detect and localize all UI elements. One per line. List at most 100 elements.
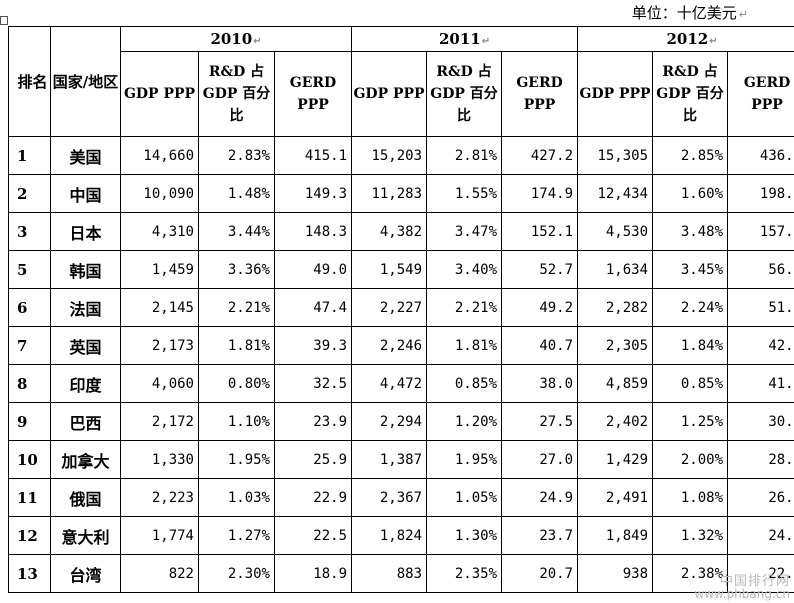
- value-cell: 26.9: [727, 478, 794, 517]
- value-cell: 51.1: [727, 288, 794, 327]
- value-cell: 2,145: [120, 288, 199, 327]
- value-cell: 22.5: [273, 516, 353, 555]
- gdp-ppp-header: GDP PPP: [577, 51, 654, 137]
- country-cell: 美国: [50, 136, 121, 175]
- value-cell: 427.2: [501, 136, 579, 175]
- value-cell: 2.81%: [426, 136, 503, 175]
- value-cell: 883: [351, 554, 428, 593]
- table-row: 5 韩国 1,459 3.36% 49.0 1,549 3.40% 52.7 1,634 3.45…: [8, 250, 794, 289]
- country-cell: 韩国: [50, 250, 121, 289]
- value-cell: 1,429: [577, 440, 654, 479]
- value-cell: 42.4: [727, 326, 794, 365]
- table-anchor-icon: [0, 16, 8, 25]
- value-cell: 1,849: [577, 516, 654, 555]
- value-cell: 2,367: [351, 478, 428, 517]
- value-cell: 49.0: [273, 250, 353, 289]
- rank-cell: 8: [8, 364, 51, 403]
- value-cell: 22.9: [273, 478, 353, 517]
- value-cell: 1,634: [577, 250, 654, 289]
- table-row: 10 加拿大 1,330 1.95% 25.9 1,387 1.95% 27.0 1,429 2.…: [8, 440, 794, 479]
- value-cell: 1.32%: [652, 516, 729, 555]
- gerd-ppp-header: GERD PPP: [501, 51, 579, 137]
- country-cell: 台湾: [50, 554, 121, 593]
- year-2011-header: 2011↵: [351, 26, 579, 52]
- value-cell: 28.6: [727, 440, 794, 479]
- table-row: 1 美国 14,660 2.83% 415.1 15,203 2.81% 427.2 15,30…: [8, 136, 794, 175]
- country-cell: 中国: [50, 174, 121, 213]
- unit-label: 单位：十亿美元 ↵: [631, 4, 748, 22]
- value-cell: 39.3: [273, 326, 353, 365]
- watermark: 中国排行网 www.phbang.cn: [694, 574, 790, 601]
- value-cell: 1.84%: [652, 326, 729, 365]
- value-cell: 1.10%: [198, 402, 275, 441]
- value-cell: 22.3: [727, 554, 794, 593]
- value-cell: 2,246: [351, 326, 428, 365]
- rank-cell: 9: [8, 402, 51, 441]
- table-body: 1 美国 14,660 2.83% 415.1 15,203 2.81% 427.2 15,30…: [8, 136, 794, 593]
- rank-cell: 10: [8, 440, 51, 479]
- value-cell: 23.7: [501, 516, 579, 555]
- rank-cell: 3: [8, 212, 51, 251]
- value-cell: 15,203: [351, 136, 428, 175]
- value-cell: 1.30%: [426, 516, 503, 555]
- value-cell: 32.5: [273, 364, 353, 403]
- value-cell: 24.9: [501, 478, 579, 517]
- value-cell: 4,859: [577, 364, 654, 403]
- value-cell: 1.20%: [426, 402, 503, 441]
- value-cell: 23.9: [273, 402, 353, 441]
- value-cell: 4,472: [351, 364, 428, 403]
- value-cell: 30.0: [727, 402, 794, 441]
- gdp-ppp-header: GDP PPP: [351, 51, 428, 137]
- value-cell: 198.9: [727, 174, 794, 213]
- value-cell: 1.81%: [426, 326, 503, 365]
- value-cell: 12,434: [577, 174, 654, 213]
- value-cell: 47.4: [273, 288, 353, 327]
- value-cell: 1,549: [351, 250, 428, 289]
- value-cell: 1,774: [120, 516, 199, 555]
- rd-share-header: R&D 占 GDP 百分比: [426, 51, 503, 137]
- country-cell: 法国: [50, 288, 121, 327]
- value-cell: 27.0: [501, 440, 579, 479]
- value-cell: 10,090: [120, 174, 199, 213]
- value-cell: 3.45%: [652, 250, 729, 289]
- table-row: 7 英国 2,173 1.81% 39.3 2,246 1.81% 40.7 2,305 1.84…: [8, 326, 794, 365]
- value-cell: 3.36%: [198, 250, 275, 289]
- value-cell: 152.1: [501, 212, 579, 251]
- year-2012-header: 2012↵: [577, 26, 794, 52]
- rd-share-header: R&D 占 GDP 百分比: [198, 51, 275, 137]
- value-cell: 2.38%: [652, 554, 729, 593]
- value-cell: 149.3: [273, 174, 353, 213]
- gdp-ppp-header: GDP PPP: [120, 51, 199, 137]
- value-cell: 15,305: [577, 136, 654, 175]
- value-cell: 157.6: [727, 212, 794, 251]
- rank-cell: 13: [8, 554, 51, 593]
- value-cell: 822: [120, 554, 199, 593]
- value-cell: 2,173: [120, 326, 199, 365]
- value-cell: 1,387: [351, 440, 428, 479]
- rank-cell: 6: [8, 288, 51, 327]
- value-cell: 2.24%: [652, 288, 729, 327]
- value-cell: 2,172: [120, 402, 199, 441]
- value-cell: 27.5: [501, 402, 579, 441]
- value-cell: 415.1: [273, 136, 353, 175]
- value-cell: 1,330: [120, 440, 199, 479]
- country-cell: 印度: [50, 364, 121, 403]
- value-cell: 0.80%: [198, 364, 275, 403]
- rank-cell: 7: [8, 326, 51, 365]
- table-row: 12 意大利 1,774 1.27% 22.5 1,824 1.30% 23.7 1,849 1.…: [8, 516, 794, 555]
- value-cell: 2,294: [351, 402, 428, 441]
- value-cell: 3.47%: [426, 212, 503, 251]
- value-cell: 174.9: [501, 174, 579, 213]
- value-cell: 1,824: [351, 516, 428, 555]
- value-cell: 20.7: [501, 554, 579, 593]
- value-cell: 1.95%: [426, 440, 503, 479]
- value-cell: 2,282: [577, 288, 654, 327]
- country-cell: 英国: [50, 326, 121, 365]
- sub-header-row: GDP PPP R&D 占 GDP 百分比 GERD PPP GDP PPP R…: [9, 51, 794, 137]
- value-cell: 2.30%: [198, 554, 275, 593]
- value-cell: 1.48%: [198, 174, 275, 213]
- value-cell: 24.4: [727, 516, 794, 555]
- value-cell: 2,227: [351, 288, 428, 327]
- value-cell: 1.05%: [426, 478, 503, 517]
